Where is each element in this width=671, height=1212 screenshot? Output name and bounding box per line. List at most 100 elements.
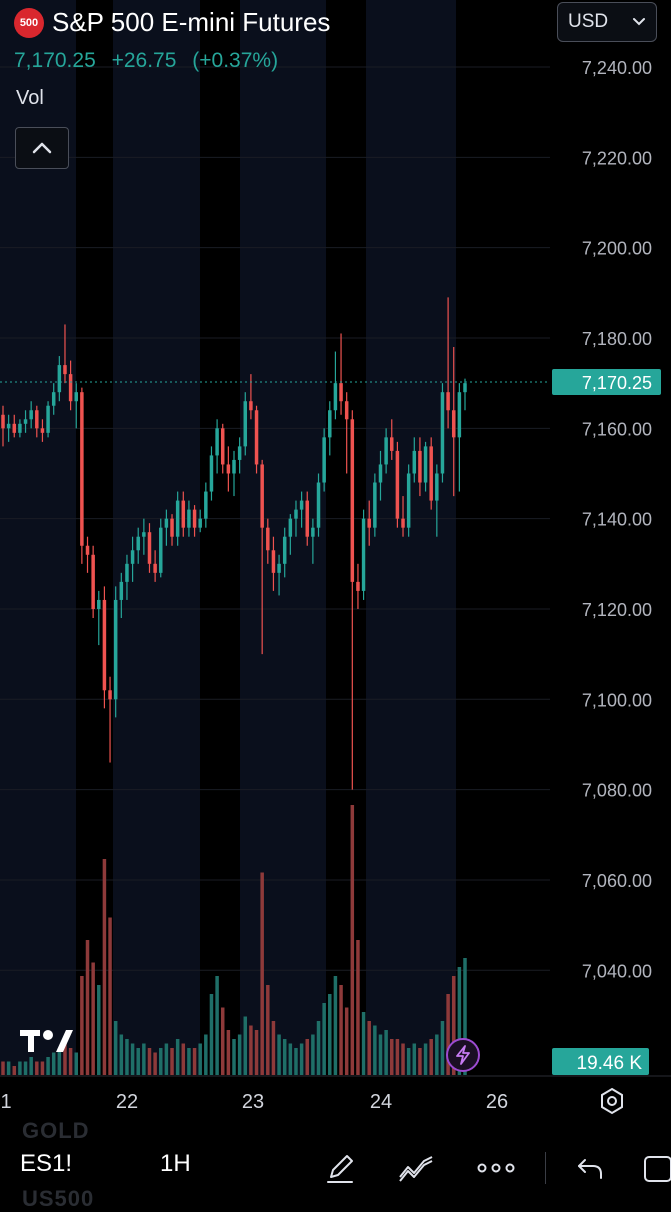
candle-body	[463, 383, 467, 393]
more-dots-icon	[477, 1163, 515, 1173]
price-chart[interactable]: 7,240.00 7,220.00 7,200.00 7,180.00 7,160.00…	[0, 0, 671, 1140]
volume-bar	[412, 1043, 417, 1075]
candle-body	[91, 554, 95, 609]
drawing-tools-button[interactable]	[320, 1148, 360, 1188]
volume-bar	[125, 1039, 129, 1075]
tradingview-logo[interactable]	[18, 1024, 74, 1056]
time-axis[interactable]: 1 22 23 24 26	[0, 1075, 671, 1113]
chevron-up-icon	[32, 142, 52, 154]
volume-bar	[401, 1043, 405, 1075]
tradingview-logo-icon	[20, 1030, 73, 1052]
session-band	[113, 0, 200, 1075]
candle-body	[395, 450, 400, 519]
candle-body	[423, 446, 428, 483]
fullscreen-button[interactable]	[636, 1148, 671, 1188]
candle-body	[119, 581, 124, 600]
indicators-button[interactable]	[396, 1148, 436, 1188]
chart-settings-button[interactable]	[597, 1086, 627, 1116]
volume-bar	[46, 1057, 50, 1075]
volume-bar	[220, 1007, 225, 1075]
volume-bar	[294, 1048, 298, 1075]
interval-button[interactable]: 1H	[160, 1150, 191, 1177]
volume-bar	[378, 1034, 383, 1075]
volume-bar	[305, 1039, 309, 1075]
time-tick-label: 26	[486, 1091, 508, 1113]
volume-bar	[440, 1021, 445, 1075]
volume-bar	[159, 1048, 163, 1075]
volume-bar	[181, 1043, 186, 1075]
volume-bar	[429, 1039, 433, 1075]
candle-body	[406, 473, 411, 528]
candle-body	[170, 518, 174, 537]
candle-body	[390, 437, 394, 451]
candle-body	[384, 437, 388, 465]
volume-bar	[175, 1039, 180, 1075]
more-button[interactable]	[476, 1148, 516, 1188]
volume-bar	[198, 1043, 202, 1075]
volume-tag-label: 19.46 K	[577, 1053, 643, 1074]
candle-body	[164, 518, 169, 528]
volume-bar	[350, 805, 355, 1075]
symbol-logo: 500	[14, 8, 44, 38]
candle-body	[435, 473, 439, 501]
candle-body	[412, 450, 417, 474]
currency-selector[interactable]: USD	[557, 2, 657, 42]
symbol-title[interactable]: S&P 500 E-mini Futures	[52, 7, 331, 37]
candle-body	[113, 599, 118, 700]
candle-body	[12, 423, 17, 433]
volume-bar	[451, 976, 456, 1075]
symbol-button[interactable]: ES1!	[20, 1150, 73, 1177]
price-tick-label: 7,140.00	[582, 510, 652, 530]
price-tick-label: 7,240.00	[582, 58, 652, 78]
candle-body	[356, 581, 360, 591]
volume-bar	[113, 1021, 118, 1075]
volume-bar	[6, 1061, 11, 1075]
candle-body	[254, 410, 259, 465]
price-change-percent: (+0.37%)	[192, 49, 279, 72]
candle-body	[198, 518, 202, 528]
volume-bar	[63, 1039, 67, 1075]
price-tick-label: 7,060.00	[582, 871, 652, 891]
candle-body	[136, 536, 140, 551]
volume-bar	[68, 1048, 73, 1075]
candle-body	[361, 518, 366, 591]
undo-button[interactable]	[570, 1148, 610, 1188]
candle-body	[159, 527, 163, 573]
volume-bar	[147, 1048, 152, 1075]
last-price-tag	[552, 369, 661, 396]
volume-bar	[51, 1052, 56, 1075]
candle-body	[46, 405, 50, 433]
candle-body	[130, 550, 135, 564]
price-axis[interactable]: 7,240.00 7,220.00 7,200.00 7,180.00 7,160.00…	[552, 58, 661, 1075]
volume-bar	[35, 1061, 39, 1075]
volume-bar	[344, 1007, 349, 1075]
volume-bar	[136, 1048, 140, 1075]
volume-bar	[463, 958, 467, 1075]
candle-body	[339, 383, 343, 402]
watermark-top: GOLD	[22, 1118, 90, 1143]
candle-body	[1, 414, 5, 429]
volume-bar	[232, 1039, 236, 1075]
volume-bar	[311, 1034, 315, 1075]
candle-body	[35, 410, 39, 429]
volume-bar	[226, 1030, 231, 1075]
collapse-indicators-button[interactable]	[15, 127, 69, 169]
candle-body	[299, 500, 304, 510]
volume-bar	[80, 976, 84, 1075]
volume-bar	[243, 1016, 248, 1075]
candle-body	[440, 392, 445, 474]
volume-bar	[390, 1039, 394, 1075]
candle-body	[260, 464, 264, 528]
candle-body	[68, 374, 73, 402]
volume-bar	[74, 1052, 78, 1075]
session-backgrounds	[0, 0, 456, 1075]
volume-indicator-label[interactable]: Vol	[16, 87, 44, 109]
candle-body	[18, 423, 22, 433]
candle-body	[215, 428, 219, 456]
candle-body	[153, 563, 157, 573]
candle-body	[181, 500, 186, 528]
candle-body	[232, 459, 236, 474]
currency-label: USD	[568, 11, 609, 32]
flash-button[interactable]	[446, 1038, 480, 1072]
volume-bar	[361, 1012, 366, 1075]
